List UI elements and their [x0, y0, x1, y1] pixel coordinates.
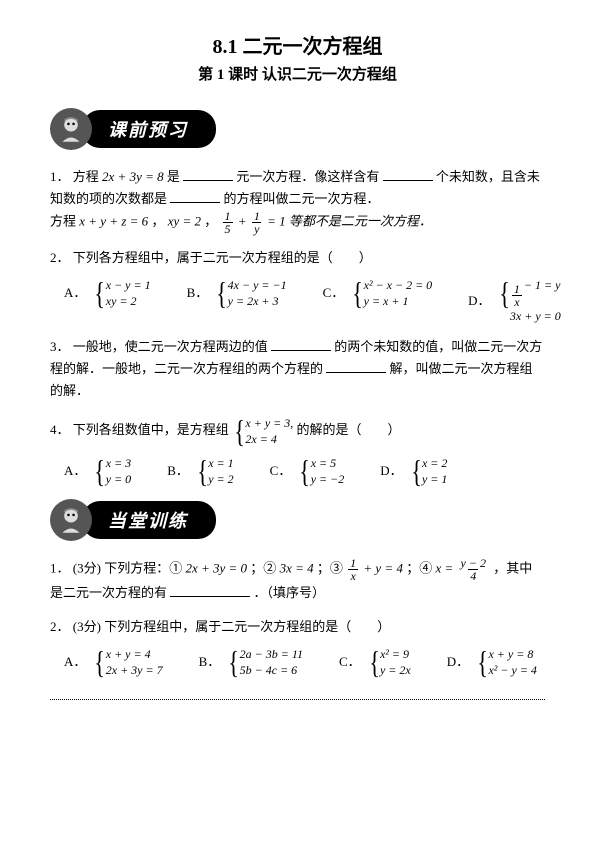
- q2-number: 2．: [50, 250, 70, 265]
- q5-number: 1．: [50, 560, 70, 575]
- fraction-1-5: 15: [223, 210, 233, 235]
- q1-line2-a: 方程: [50, 214, 79, 229]
- q5-math-4a: x =: [435, 560, 456, 575]
- q5-math-1: 2x + 3y = 0: [185, 560, 247, 575]
- q1-text-a: 方程: [73, 169, 102, 184]
- q4-option-a[interactable]: A． {x = 3y = 0: [64, 455, 131, 487]
- option-label-c: C．: [323, 282, 345, 304]
- option-label-c: C．: [270, 460, 292, 482]
- q5-text-a: 下列方程：①: [104, 560, 185, 575]
- q2-body: 下列各方程组中，属于二元一次方程组的是（ ）: [73, 250, 372, 265]
- q2-option-a[interactable]: A． {x − y = 1xy = 2: [64, 277, 151, 309]
- q1-math-1: 2x + 3y = 8: [102, 169, 164, 184]
- option-label-c: C．: [339, 651, 361, 673]
- q5-math-3b: + y = 4: [363, 560, 403, 575]
- blank-input[interactable]: [326, 360, 386, 373]
- q6-difficulty: (3分): [73, 619, 101, 634]
- q6-option-a[interactable]: A． {x + y = 42x + 3y = 7: [64, 646, 163, 678]
- subtitle: 第 1 课时 认识二元一次方程组: [50, 63, 545, 84]
- option-label-a: A．: [64, 282, 86, 304]
- q4-option-c[interactable]: C． {x = 5y = −2: [270, 455, 345, 487]
- q1-text-e: 的方程叫做二元一次方程．: [224, 191, 380, 206]
- blank-input[interactable]: [170, 190, 220, 203]
- q6-option-c[interactable]: C． {x² = 9y = 2x: [339, 646, 411, 678]
- blank-input[interactable]: [383, 168, 433, 181]
- option-label-d: D．: [380, 460, 402, 482]
- q6-body: 下列方程组中，属于二元一次方程组的是（ ）: [104, 619, 390, 634]
- option-label-a: A．: [64, 460, 86, 482]
- q1-line2-e: ，: [204, 214, 217, 229]
- q1-line2-c: ，: [151, 214, 164, 229]
- inclass-label: 当堂训练: [82, 501, 216, 539]
- footer-dotline: [50, 698, 545, 700]
- q1-number: 1．: [50, 169, 70, 184]
- q4-number: 4．: [50, 422, 70, 437]
- blank-input[interactable]: [183, 168, 233, 181]
- preclass-label: 课前预习: [82, 110, 216, 148]
- fraction-1-y: 1y: [252, 210, 262, 235]
- question-4: 4． 下列各组数值中，是方程组 {x + y = 3,2x = 4 的解的是（ …: [50, 415, 545, 487]
- question-6: 2． (3分) 下列方程组中，属于二元一次方程组的是（ ） A． {x + y …: [50, 616, 545, 678]
- q1-math-3: xy = 2: [168, 214, 201, 229]
- main-title: 8.1 二元一次方程组: [50, 30, 545, 59]
- q4-options: A． {x = 3y = 0 B． {x = 1y = 2 C． {x = 5y…: [64, 455, 545, 487]
- q1-text-b: 是: [167, 169, 183, 184]
- option-label-b: B．: [167, 460, 189, 482]
- q1-math-2: x + y + z = 6: [79, 214, 148, 229]
- q6-options: A． {x + y = 42x + 3y = 7 B． {2a − 3b = 1…: [64, 646, 545, 678]
- q6-option-d[interactable]: D． {x + y = 8x² − y = 4: [447, 646, 537, 678]
- blank-input[interactable]: [170, 584, 250, 597]
- badge-character-icon: [50, 499, 92, 541]
- option-label-b: B．: [187, 282, 209, 304]
- q5-text-d: ；④: [406, 560, 435, 575]
- blank-input[interactable]: [271, 338, 331, 351]
- q3-number: 3．: [50, 339, 70, 354]
- option-label-d: D．: [468, 290, 490, 312]
- inclass-badge: 当堂训练: [50, 499, 545, 541]
- q2-options: A． {x − y = 1xy = 2 B． {4x − y = −1y = 2…: [64, 277, 545, 324]
- question-5: 1． (3分) 下列方程：① 2x + 3y = 0 ；② 3x = 4 ；③ …: [50, 557, 545, 604]
- q2-option-d[interactable]: D． { 1x− 1 = y 3x + y = 0: [468, 277, 561, 324]
- plus: +: [238, 214, 247, 229]
- q4-text-b: 的解的是（ ）: [297, 422, 401, 437]
- q5-difficulty: (3分): [73, 560, 101, 575]
- q2-option-b[interactable]: B． {4x − y = −1y = 2x + 3: [187, 277, 287, 309]
- option-label-a: A．: [64, 651, 86, 673]
- q4-option-d[interactable]: D． {x = 2y = 1: [380, 455, 447, 487]
- fraction-ym2-4: y − 24: [459, 557, 488, 582]
- question-1: 1． 方程 2x + 3y = 8 是 元一次方程．像这样含有 个未知数，且含未…: [50, 166, 545, 235]
- q5-text-c: ；③: [317, 560, 346, 575]
- fraction-1-x: 1x: [348, 557, 358, 582]
- q1-line2-i: = 1 等都不是二元一次方程．: [267, 214, 432, 229]
- q6-number: 2．: [50, 619, 70, 634]
- q5-text-b: ；②: [250, 560, 279, 575]
- option-label-b: B．: [199, 651, 221, 673]
- q4-option-b[interactable]: B． {x = 1y = 2: [167, 455, 233, 487]
- q5-math-2: 3x = 4: [280, 560, 314, 575]
- question-2: 2． 下列各方程组中，属于二元一次方程组的是（ ） A． {x − y = 1x…: [50, 247, 545, 324]
- preclass-badge: 课前预习: [50, 108, 545, 150]
- q4-text-a: 下列各组数值中，是方程组: [73, 422, 232, 437]
- q6-option-b[interactable]: B． {2a − 3b = 115b − 4c = 6: [199, 646, 303, 678]
- q5-text-f: ．（填序号）: [254, 585, 326, 600]
- question-3: 3． 一般地，使二元一次方程两边的值 的两个未知数的值，叫做二元一次方程的解．一…: [50, 336, 545, 402]
- q2-option-c[interactable]: C． {x² − x − 2 = 0y = x + 1: [323, 277, 433, 309]
- q1-text-c: 元一次方程．像这样含有: [236, 169, 382, 184]
- q3-text-a: 一般地，使二元一次方程两边的值: [73, 339, 271, 354]
- option-label-d: D．: [447, 651, 469, 673]
- badge-character-icon: [50, 108, 92, 150]
